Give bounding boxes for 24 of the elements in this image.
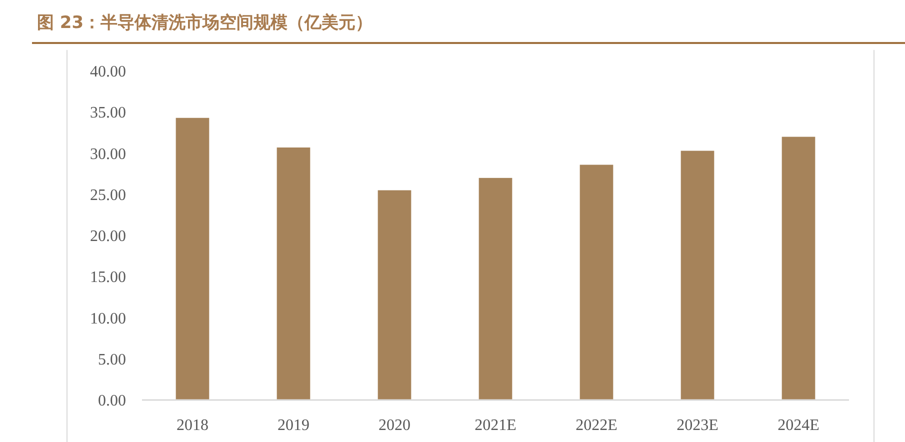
- x-tick-label: 2021E: [474, 417, 516, 434]
- x-tick-label: 2024E: [778, 417, 820, 434]
- bar: [580, 164, 614, 400]
- y-tick-label: 15.00: [90, 269, 126, 286]
- y-tick-label: 5.00: [98, 351, 126, 368]
- x-tick-label: 2019: [278, 417, 310, 434]
- y-tick-label: 40.00: [90, 64, 126, 81]
- y-tick-label: 25.00: [90, 186, 126, 204]
- y-tick-label: 20.00: [90, 228, 126, 246]
- y-tick-label: 30.00: [90, 146, 126, 163]
- bar: [378, 190, 412, 400]
- bar: [782, 136, 816, 400]
- chart-title: 图 23：半导体清洗市场空间规模（亿美元）: [37, 13, 373, 33]
- y-tick-label: 35.00: [90, 104, 126, 122]
- x-tick-label: 2022E: [576, 417, 618, 434]
- bar: [680, 150, 714, 400]
- y-tick-label: 0.00: [98, 392, 126, 410]
- x-tick-label: 2023E: [676, 417, 718, 434]
- y-tick-label: 10.00: [90, 310, 126, 328]
- bar: [176, 118, 210, 400]
- bar: [478, 178, 512, 400]
- x-tick-label: 2018: [176, 417, 208, 434]
- bar: [276, 147, 310, 400]
- x-tick-label: 2020: [378, 417, 410, 434]
